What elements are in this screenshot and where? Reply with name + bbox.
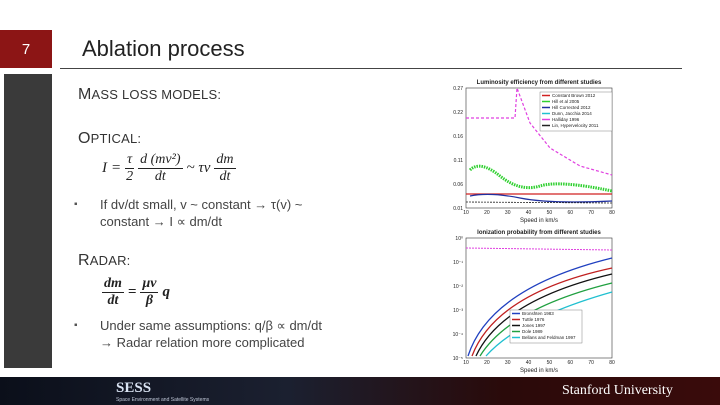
y-tick-label: 0.06 xyxy=(453,182,463,188)
x-tick-label: 30 xyxy=(505,210,511,216)
x-tick-label: 70 xyxy=(588,360,594,366)
legend-label: Jones 1997 xyxy=(522,323,546,328)
bullet: If dv/dt small, v ~ constant → τ(v) ~ co… xyxy=(74,196,340,230)
legend-box xyxy=(509,309,583,344)
y-tick-label: 0.22 xyxy=(453,110,463,116)
curve xyxy=(471,267,613,357)
legend-label: Constant Brown 2012 xyxy=(552,93,596,98)
slide-number: 7 xyxy=(0,30,52,68)
curve xyxy=(465,247,613,251)
x-label: Speed in km/s xyxy=(520,368,558,374)
legend-label: Lin, Hypervelocity 2011 xyxy=(552,123,599,128)
formula-text: 2 xyxy=(126,169,134,184)
section-heading: MASS LOSS MODELS: xyxy=(78,86,222,103)
formula-text: τ xyxy=(125,152,135,169)
formula-text: dt xyxy=(154,169,166,184)
fraction: dm dt xyxy=(214,152,236,185)
legend-box xyxy=(539,91,613,132)
formula-text: β xyxy=(145,293,154,308)
slide-title: Ablation process xyxy=(82,36,245,61)
y-tick-label: 10⁻³ xyxy=(453,308,463,314)
curve xyxy=(469,193,613,203)
formula-text: dt xyxy=(219,169,231,184)
formula-text: = xyxy=(127,284,137,300)
footer xyxy=(0,377,720,405)
radar-formula: dm dt = μv β q xyxy=(102,276,170,309)
legend-label: Hill et al 2005 xyxy=(552,99,580,104)
sidebar xyxy=(4,74,52,368)
y-tick-label: 0.27 xyxy=(453,86,463,92)
x-tick-label: 40 xyxy=(526,210,532,216)
bullet-line: Under same assumptions: q/β ∝ dm/dt xyxy=(100,318,322,333)
legend-label: Bronshten 1983 xyxy=(522,311,554,316)
legend-label: Dole 1989 xyxy=(522,329,543,334)
y-tick-label: 10⁰ xyxy=(455,236,463,242)
section-heading: OPTICAL: xyxy=(78,130,142,147)
curve xyxy=(467,257,613,357)
legend-label: Halliday 1996 xyxy=(552,117,580,122)
formula-text: I xyxy=(102,160,107,176)
y-tick-label: 0.11 xyxy=(454,158,464,164)
logo: SESS xyxy=(116,380,152,396)
curve xyxy=(465,201,613,204)
y-tick-label: 10⁻⁴ xyxy=(453,332,463,338)
legend-label: Tuttle 1976 xyxy=(522,317,545,322)
y-tick-label: 0.16 xyxy=(453,134,463,140)
x-tick-label: 40 xyxy=(526,360,532,366)
formula-text: ~ τv xyxy=(186,160,211,176)
x-tick-label: 60 xyxy=(568,360,574,366)
x-tick-label: 10 xyxy=(463,360,469,366)
x-tick-label: 70 xyxy=(588,210,594,216)
x-tick-label: 10 xyxy=(463,210,469,216)
legend-label: Hill Corrected 2012 xyxy=(552,105,591,110)
y-tick-label: 10⁻⁵ xyxy=(453,356,463,362)
formula-text: dt xyxy=(107,293,119,308)
x-tick-label: 20 xyxy=(484,210,490,216)
x-tick-label: 30 xyxy=(505,360,511,366)
y-tick-label: 10⁻² xyxy=(453,284,463,290)
x-tick-label: 60 xyxy=(568,210,574,216)
y-tick-label: 10⁻¹ xyxy=(453,260,463,266)
formula-text: μv xyxy=(140,276,159,293)
x-tick-label: 50 xyxy=(547,360,553,366)
x-label: Speed in km/s xyxy=(520,218,558,224)
x-tick-label: 50 xyxy=(547,210,553,216)
formula-text: dm xyxy=(102,276,124,293)
curve xyxy=(475,273,613,357)
legend-label: Bellans and Feldman 1997 xyxy=(522,335,576,340)
fraction: μv β xyxy=(140,276,159,309)
x-tick-label: 80 xyxy=(609,210,615,216)
legend-label: Dunn, Jacchia 2014 xyxy=(552,111,592,116)
fraction: d (mv²) dt xyxy=(138,152,183,185)
figure-title: Luminosity efficiency from different stu… xyxy=(477,80,602,86)
formula-text: = xyxy=(111,160,122,176)
x-tick-label: 80 xyxy=(609,360,615,366)
x-tick-label: 20 xyxy=(484,360,490,366)
bullet-line: → Radar relation more complicated xyxy=(100,335,305,350)
university: Stanford University xyxy=(562,383,673,398)
fraction: dm dt xyxy=(102,276,124,309)
curve xyxy=(466,87,613,176)
figures: Luminosity efficiency from different stu… xyxy=(453,80,615,374)
formula-text: q xyxy=(162,284,170,300)
section-heading: RADAR: xyxy=(78,252,131,269)
title-rule xyxy=(60,68,682,69)
figure-title: Ionization probability from different st… xyxy=(477,230,601,236)
y-tick-label: 0.01 xyxy=(453,206,463,212)
formula-text: d (mv²) xyxy=(138,152,183,169)
logo-subtitle: Space Environment and Satellite Systems xyxy=(116,397,210,403)
bullet: Under same assumptions: q/β ∝ dm/dt → Ra… xyxy=(74,317,360,351)
formula-text: dm xyxy=(214,152,236,169)
curve xyxy=(468,164,613,193)
